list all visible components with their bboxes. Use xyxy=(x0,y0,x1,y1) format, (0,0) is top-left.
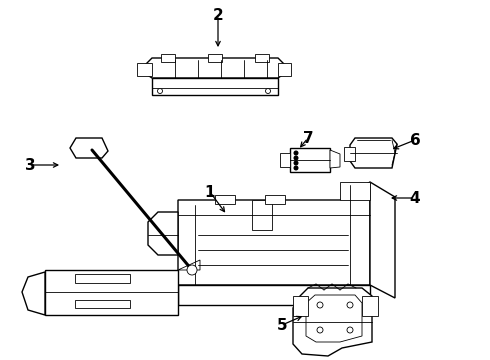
Circle shape xyxy=(294,166,298,170)
Polygon shape xyxy=(137,63,152,76)
Text: 5: 5 xyxy=(277,318,287,333)
Polygon shape xyxy=(148,212,178,255)
Text: 6: 6 xyxy=(410,132,420,148)
Polygon shape xyxy=(340,182,370,200)
Polygon shape xyxy=(290,148,330,172)
Polygon shape xyxy=(344,147,355,161)
Circle shape xyxy=(317,327,323,333)
Polygon shape xyxy=(362,296,378,316)
Text: 2: 2 xyxy=(213,8,223,23)
Polygon shape xyxy=(293,288,372,356)
Polygon shape xyxy=(370,182,395,298)
Circle shape xyxy=(294,151,298,155)
Text: 1: 1 xyxy=(205,185,215,199)
Polygon shape xyxy=(178,260,200,270)
Polygon shape xyxy=(70,138,108,158)
Polygon shape xyxy=(152,78,278,95)
Polygon shape xyxy=(75,300,130,308)
Polygon shape xyxy=(280,153,290,167)
Polygon shape xyxy=(161,54,175,62)
Polygon shape xyxy=(178,182,370,285)
Polygon shape xyxy=(215,195,235,204)
Polygon shape xyxy=(45,270,178,315)
Text: 3: 3 xyxy=(24,158,35,172)
Circle shape xyxy=(187,265,197,275)
Text: 4: 4 xyxy=(410,190,420,206)
Polygon shape xyxy=(293,296,308,316)
Polygon shape xyxy=(306,295,362,342)
Circle shape xyxy=(266,89,270,94)
Circle shape xyxy=(317,302,323,308)
Polygon shape xyxy=(208,54,222,62)
Polygon shape xyxy=(278,63,291,76)
Circle shape xyxy=(294,161,298,165)
Polygon shape xyxy=(255,54,269,62)
Circle shape xyxy=(347,327,353,333)
Polygon shape xyxy=(252,200,272,230)
Polygon shape xyxy=(178,285,370,305)
Polygon shape xyxy=(350,138,397,168)
Circle shape xyxy=(294,156,298,160)
Polygon shape xyxy=(330,150,340,168)
Polygon shape xyxy=(265,195,285,204)
Polygon shape xyxy=(75,274,130,283)
Polygon shape xyxy=(22,272,45,315)
Circle shape xyxy=(347,302,353,308)
Text: 7: 7 xyxy=(303,131,313,145)
Circle shape xyxy=(157,89,163,94)
Polygon shape xyxy=(140,58,290,78)
